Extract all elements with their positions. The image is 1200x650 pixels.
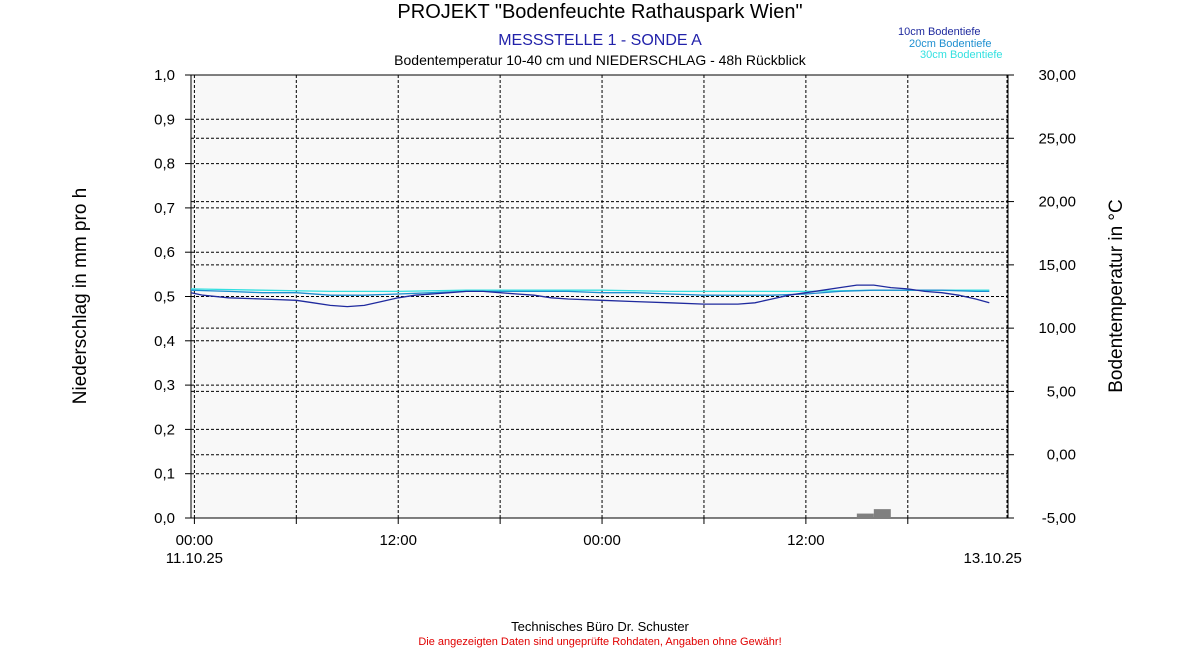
temperature-series <box>190 284 990 308</box>
right-tick-label: 30,00 <box>1038 67 1076 84</box>
x-tick-label: 00:00 <box>583 532 621 549</box>
precipitation-bars <box>856 509 891 518</box>
x-tick-label: 12:00 <box>787 532 825 549</box>
left-tick-label: 0,7 <box>154 200 175 217</box>
x-date-label: 11.10.25 <box>166 550 223 567</box>
left-tick-label: 0,3 <box>154 377 175 394</box>
left-tick-label: 0,6 <box>154 244 175 261</box>
chart-title: PROJEKT "Bodenfeuchte Rathauspark Wien" <box>397 1 802 23</box>
left-tick-label: 0,4 <box>154 333 175 350</box>
series-line-0 <box>190 284 990 308</box>
footer-company: Technisches Büro Dr. Schuster <box>511 619 689 634</box>
left-tick-label: 1,0 <box>154 67 175 84</box>
legend-item-10cm: 10cm Bodentiefe <box>898 26 981 38</box>
right-axis-label: Bodentemperatur in °C <box>1106 199 1127 392</box>
right-tick-label: -5,00 <box>1042 510 1076 527</box>
x-tick-label: 12:00 <box>379 532 417 549</box>
legend-item-30cm: 30cm Bodentiefe <box>920 49 1003 61</box>
left-tick-label: 0,8 <box>154 156 175 173</box>
left-tick-label: 0,9 <box>154 111 175 128</box>
footer-disclaimer: Die angezeigten Daten sind ungeprüfte Ro… <box>418 636 781 648</box>
legend-item-20cm: 20cm Bodentiefe <box>909 38 992 50</box>
precipitation-bar <box>873 509 891 518</box>
right-tick-label: 25,00 <box>1038 130 1076 147</box>
left-tick-label: 0,2 <box>154 421 175 438</box>
right-tick-label: 20,00 <box>1038 194 1076 211</box>
left-tick-label: 0,5 <box>154 289 175 306</box>
series-line-1 <box>190 289 990 296</box>
precipitation-bar <box>856 513 874 518</box>
right-tick-label: 5,00 <box>1047 383 1076 400</box>
chart-description: Bodentemperatur 10-40 cm und NIEDERSCHLA… <box>394 52 807 68</box>
x-tick-label: 00:00 <box>176 532 214 549</box>
right-tick-label: 0,00 <box>1047 447 1076 464</box>
right-tick-label: 10,00 <box>1038 320 1076 337</box>
left-axis: 0,0 0,1 0,2 0,3 0,4 0,5 0,6 0,7 0,8 0,9 1,0 <box>154 67 191 527</box>
right-axis: -5,00 0,00 5,00 10,00 15,00 20,00 25,00 30,00 <box>1008 67 1076 527</box>
x-date-label: 13.10.25 <box>964 550 1022 567</box>
chart-subtitle: MESSSTELLE 1 - SONDE A <box>498 32 702 49</box>
left-tick-label: 0,0 <box>154 510 175 527</box>
grid-lines <box>191 75 1008 518</box>
right-tick-label: 15,00 <box>1038 257 1076 274</box>
left-axis-label: Niederschlag in mm pro h <box>70 188 91 404</box>
left-tick-label: 0,1 <box>154 466 175 483</box>
legend: 10cm Bodentiefe 20cm Bodentiefe 30cm Bod… <box>898 26 1003 61</box>
